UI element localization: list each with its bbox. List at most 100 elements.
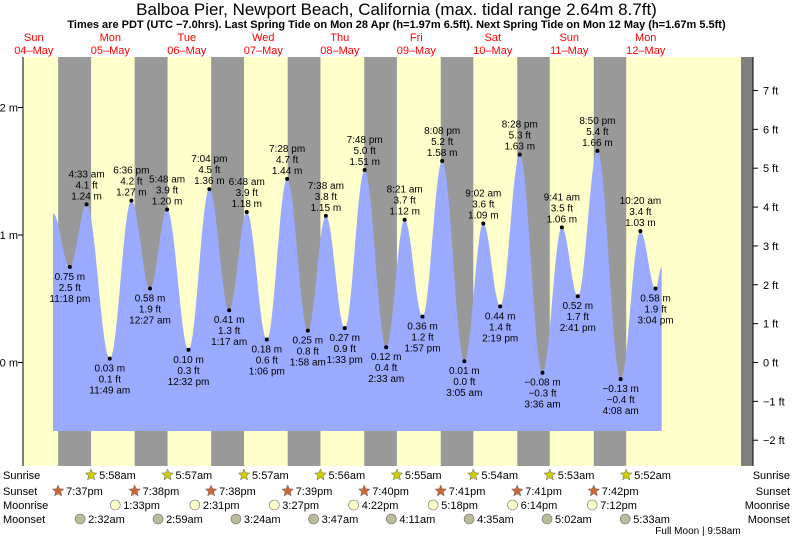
- tide-ft-label: −0.4 ft: [607, 395, 635, 406]
- tide-ft-label: 2.5 ft: [59, 283, 81, 294]
- moonset-row-label-right: Moonset: [748, 514, 790, 526]
- tide-time-label: 4:08 am: [603, 406, 639, 417]
- sunset-time: 7:41pm: [525, 486, 562, 498]
- moonrise-icon: [427, 499, 439, 511]
- tide-point: [362, 167, 367, 172]
- tide-time-label: 1:57 pm: [404, 344, 440, 355]
- tide-time-label: 9:41 am: [544, 192, 580, 203]
- tide-time-label: 1:58 am: [290, 358, 326, 369]
- tide-m-label: 0.52 m: [563, 301, 594, 312]
- moonset-icon: [619, 513, 631, 525]
- tide-ft-label: 0.1 ft: [99, 375, 121, 386]
- tide-time-label: 8:50 pm: [579, 116, 615, 127]
- tide-ft-label: 1.7 ft: [567, 312, 589, 323]
- right-tick-label: 3 ft: [763, 241, 778, 253]
- tide-m-label: 0.44 m: [485, 311, 516, 322]
- tide-point: [575, 294, 580, 299]
- tide-point: [402, 217, 407, 222]
- tide-m-label: 1.36 m: [194, 176, 225, 187]
- tide-m-label: 0.58 m: [640, 294, 671, 305]
- sunset-time: 7:40pm: [372, 486, 409, 498]
- tide-time-label: 2:33 am: [368, 374, 404, 385]
- right-tick-label: 5 ft: [763, 163, 778, 175]
- tide-point: [227, 308, 232, 313]
- left-tick-label: 0 m: [0, 358, 18, 370]
- tide-m-label: 0.01 m: [449, 366, 480, 377]
- day-name-label: Thu: [330, 32, 349, 44]
- tide-m-label: 1.58 m: [427, 148, 458, 159]
- day-date-label: 11–May: [550, 45, 589, 57]
- tide-m-label: 1.20 m: [152, 197, 183, 208]
- tide-ft-label: 0.4 ft: [375, 363, 397, 374]
- moonrise-time: 4:22pm: [362, 500, 399, 512]
- moonset-time: 5:02am: [555, 514, 592, 526]
- tide-time-label: 12:27 am: [129, 316, 171, 327]
- sunrise-time: 5:58am: [99, 470, 136, 482]
- tide-m-label: 1.09 m: [468, 211, 499, 222]
- tide-ft-label: 3.7 ft: [394, 196, 416, 207]
- tide-point: [342, 326, 347, 331]
- tide-ft-label: 4.2 ft: [120, 177, 142, 188]
- moonset-time: 3:24am: [244, 514, 281, 526]
- sunset-time: 7:37pm: [66, 486, 103, 498]
- tide-time-label: 4:33 am: [69, 169, 105, 180]
- right-tick-label: 0 ft: [763, 358, 778, 370]
- moonrise-time: 3:27pm: [282, 500, 319, 512]
- tide-ft-label: 0.9 ft: [334, 344, 356, 355]
- day-date-label: 10–May: [473, 45, 513, 57]
- sunrise-row-label-right: Sunrise: [753, 470, 790, 482]
- sunrise-star-icon: [619, 468, 633, 481]
- tide-point: [481, 221, 486, 226]
- tide-m-label: 1.06 m: [547, 214, 578, 225]
- right-edge-band: [741, 57, 753, 466]
- tide-m-label: 1.44 m: [272, 166, 303, 177]
- tide-ft-label: 3.9 ft: [236, 188, 258, 199]
- tide-m-label: 0.03 m: [94, 364, 125, 375]
- tide-m-label: 1.51 m: [349, 157, 380, 168]
- sunset-star-icon: [510, 484, 524, 497]
- left-tick-label: 2 m: [0, 103, 18, 115]
- chart-title: Balboa Pier, Newport Beach, California (…: [136, 0, 657, 19]
- tide-point: [498, 304, 503, 309]
- day-name-label: Tue: [178, 32, 197, 44]
- tide-time-label: 11:18 pm: [49, 294, 90, 305]
- day-name-label: Fri: [410, 32, 423, 44]
- tide-ft-label: −0.3 ft: [528, 389, 556, 400]
- tide-time-label: 8:21 am: [387, 185, 423, 196]
- right-tick-label: 6 ft: [763, 124, 778, 136]
- tide-m-label: 1.24 m: [71, 191, 102, 202]
- sunrise-star-icon: [161, 468, 174, 481]
- left-tick-label: 1 m: [0, 230, 18, 242]
- chart-subtitle: Times are PDT (UTC −7.0hrs). Last Spring…: [67, 19, 726, 31]
- axes-layer: 2 m 1 m 0 m 7 ft 6 ft 5 ft 4 ft 3 ft 2 ft 1 ft 0 f…: [0, 57, 785, 466]
- tide-ft-label: 1.2 ft: [411, 333, 433, 344]
- tide-ft-label: 1.3 ft: [218, 326, 240, 337]
- right-tick-label: 4 ft: [763, 202, 778, 214]
- moonset-icon: [386, 513, 397, 525]
- moonrise-time: 6:14pm: [521, 500, 558, 512]
- tide-ft-label: 3.6 ft: [472, 200, 494, 211]
- sunrise-time: 5:53am: [558, 470, 595, 482]
- tide-time-label: 9:02 am: [465, 189, 501, 200]
- moonset-icon: [463, 513, 475, 525]
- tide-time-label: 1:33 pm: [327, 355, 363, 366]
- sun-moon-rows-layer: Sunrise Sunset Moonrise Moonset Sunrise Sunse…: [3, 468, 790, 537]
- tide-m-label: 1.03 m: [625, 218, 656, 229]
- tide-ft-label: 4.1 ft: [75, 180, 97, 191]
- tide-ft-label: 5.2 ft: [431, 137, 453, 148]
- tide-point: [420, 314, 425, 319]
- moonrise-icon: [348, 499, 360, 511]
- tide-point: [559, 225, 564, 230]
- tide-time-label: 7:48 pm: [347, 135, 383, 146]
- tide-m-label: 1.18 m: [231, 199, 262, 210]
- tide-ft-label: 3.5 ft: [551, 203, 573, 214]
- tide-point: [638, 229, 643, 234]
- tide-ft-label: 1.9 ft: [644, 305, 666, 316]
- sunrise-star-icon: [466, 468, 480, 481]
- tide-time-label: 8:08 pm: [424, 126, 460, 137]
- tide-point: [462, 359, 467, 364]
- sunset-row-label: Sunset: [3, 486, 37, 498]
- sunset-time: 7:41pm: [449, 486, 486, 498]
